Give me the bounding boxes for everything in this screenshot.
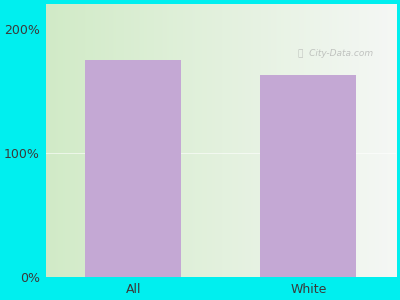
Bar <box>260 75 356 277</box>
Bar <box>85 60 181 277</box>
Text: Ⓐ  City-Data.com: Ⓐ City-Data.com <box>298 49 373 58</box>
